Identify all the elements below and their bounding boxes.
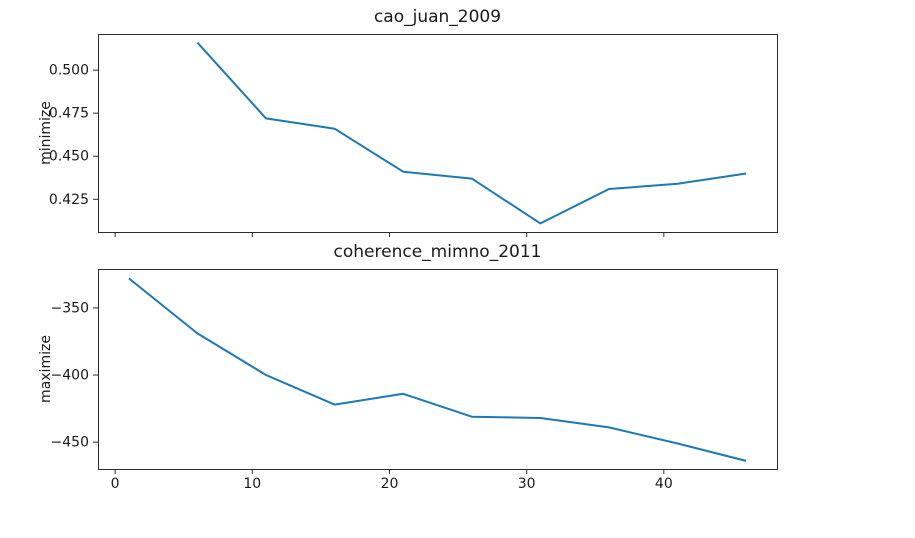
y-tick-label: −400 <box>51 368 89 384</box>
x-tick-label: 20 <box>381 476 399 492</box>
y-tick-label: 0.475 <box>49 106 89 122</box>
subplot2-title: coherence_mimno_2011 <box>333 242 542 262</box>
subplot1-ylabel: minimize <box>38 101 54 165</box>
y-tick-label: 0.425 <box>49 192 89 208</box>
y-tick-label: 0.500 <box>49 63 89 79</box>
x-tick-label: 10 <box>243 476 261 492</box>
data-line <box>128 277 747 462</box>
x-tick-label: 0 <box>111 476 120 492</box>
y-tick-label: −350 <box>51 300 89 316</box>
y-tick-label: −450 <box>51 435 89 451</box>
x-tick-label: 30 <box>518 476 536 492</box>
x-tick-label: 40 <box>655 476 673 492</box>
axes-frame <box>98 269 778 470</box>
subplot2-ylabel: maximize <box>38 335 54 403</box>
y-tick-label: 0.450 <box>49 149 89 165</box>
data-line <box>196 41 747 225</box>
subplot1-title: cao_juan_2009 <box>373 7 502 27</box>
axes-frame <box>98 34 778 233</box>
